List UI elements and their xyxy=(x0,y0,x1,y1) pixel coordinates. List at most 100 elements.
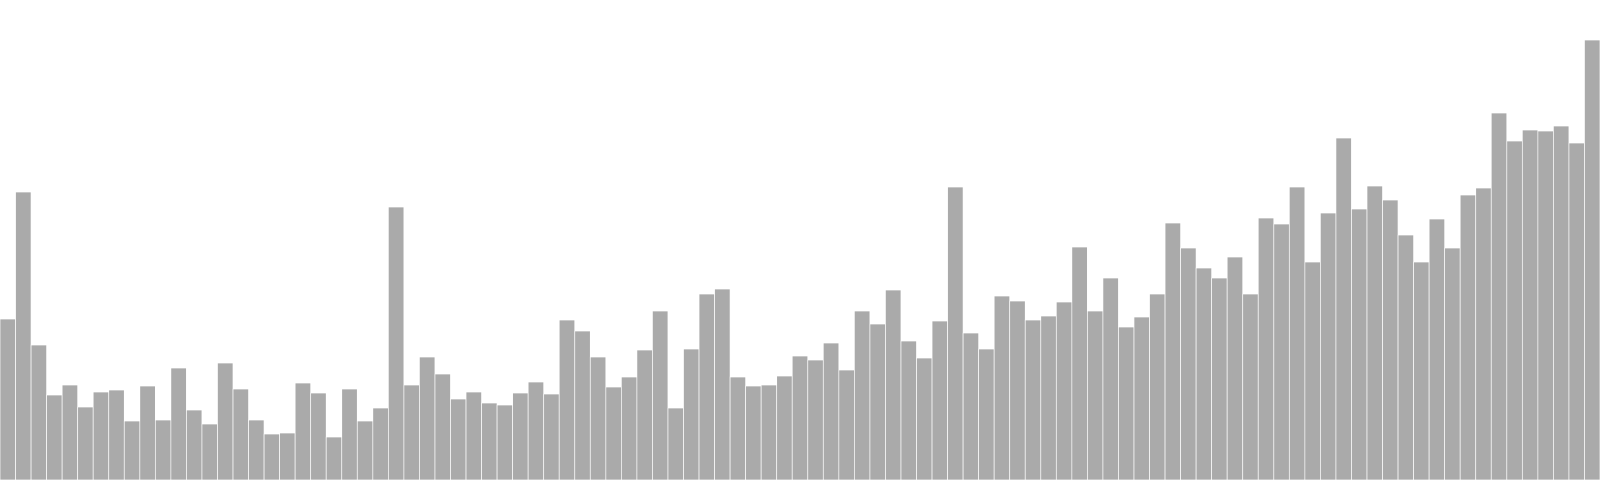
bar-12 xyxy=(170,367,187,480)
bar-96 xyxy=(1475,187,1492,480)
bar-46 xyxy=(698,293,715,480)
bar-34 xyxy=(512,392,529,480)
bar-59 xyxy=(900,340,917,480)
bar-20 xyxy=(294,382,312,480)
bar-28 xyxy=(419,356,436,480)
bar-103 xyxy=(1584,39,1600,480)
bar-7 xyxy=(92,391,110,480)
bars-group xyxy=(0,39,1600,480)
bar-88 xyxy=(1351,208,1368,480)
bar-3 xyxy=(30,344,47,480)
bar-35 xyxy=(527,381,545,480)
bar-98 xyxy=(1506,140,1523,480)
bar-55 xyxy=(838,369,855,480)
bar-48 xyxy=(729,376,746,480)
bar-39 xyxy=(589,356,607,480)
bar-37 xyxy=(558,319,576,480)
bar-91 xyxy=(1397,234,1414,480)
bar-81 xyxy=(1242,293,1259,480)
bar-75 xyxy=(1149,293,1166,480)
bar-67 xyxy=(1024,319,1042,480)
bar-61 xyxy=(931,320,948,480)
bar-86 xyxy=(1320,212,1337,480)
bar-15 xyxy=(217,362,234,480)
bar-27 xyxy=(403,384,420,480)
bar-100 xyxy=(1537,130,1554,480)
bar-101 xyxy=(1553,125,1570,480)
bar-77 xyxy=(1180,247,1197,480)
bar-62 xyxy=(947,186,964,480)
bar-11 xyxy=(154,419,172,480)
bar-10 xyxy=(139,385,156,480)
bar-54 xyxy=(822,342,840,480)
bar-70 xyxy=(1071,246,1088,480)
bar-66 xyxy=(1009,300,1026,480)
bar-26 xyxy=(388,206,405,480)
bar-14 xyxy=(201,423,218,480)
bar-87 xyxy=(1335,137,1352,480)
bar-22 xyxy=(325,436,343,480)
bar-9 xyxy=(123,420,141,480)
bar-68 xyxy=(1040,315,1057,480)
bar-102 xyxy=(1568,142,1585,480)
bar-74 xyxy=(1133,316,1150,480)
bar-30 xyxy=(450,398,467,480)
bar-84 xyxy=(1288,186,1306,480)
bar-64 xyxy=(978,348,995,480)
bar-21 xyxy=(310,392,327,480)
bar-92 xyxy=(1413,261,1430,480)
bar-5 xyxy=(61,384,79,480)
bar-36 xyxy=(543,393,560,480)
bar-47 xyxy=(714,288,731,480)
bar-73 xyxy=(1118,326,1135,480)
bar-95 xyxy=(1459,194,1477,480)
bar-33 xyxy=(496,404,513,480)
bar-83 xyxy=(1273,223,1290,480)
bar-50 xyxy=(760,384,778,480)
bar-97 xyxy=(1490,112,1508,480)
bar-63 xyxy=(962,332,979,480)
bar-42 xyxy=(636,349,653,480)
bar-8 xyxy=(108,389,125,480)
bar-43 xyxy=(652,310,669,480)
bar-71 xyxy=(1087,310,1104,480)
bar-85 xyxy=(1304,261,1321,480)
bar-25 xyxy=(372,407,389,480)
bar-56 xyxy=(854,310,871,480)
bar-53 xyxy=(807,359,824,480)
bar-32 xyxy=(481,402,498,480)
bar-13 xyxy=(186,409,203,480)
bar-65 xyxy=(993,295,1011,480)
bar-2 xyxy=(15,191,32,480)
bar-60 xyxy=(916,357,933,480)
bar-6 xyxy=(77,406,94,480)
bar-38 xyxy=(574,330,591,480)
bar-51 xyxy=(776,375,793,480)
bar-80 xyxy=(1226,256,1244,480)
bar-1 xyxy=(0,318,16,480)
bar-76 xyxy=(1164,222,1181,480)
bar-69 xyxy=(1055,301,1073,480)
bar-44 xyxy=(667,407,684,480)
bar-89 xyxy=(1366,185,1383,480)
bar-90 xyxy=(1382,199,1399,480)
bar-18 xyxy=(263,433,280,480)
bar-49 xyxy=(745,385,762,480)
bar-52 xyxy=(791,355,809,480)
bar-79 xyxy=(1211,277,1228,480)
bar-16 xyxy=(232,388,249,480)
bar-23 xyxy=(341,388,358,480)
bar-40 xyxy=(605,386,622,480)
bar-58 xyxy=(885,289,902,480)
bar-19 xyxy=(279,432,296,480)
bar-82 xyxy=(1257,217,1275,480)
bar-17 xyxy=(248,419,265,480)
bar-45 xyxy=(683,348,700,480)
bar-31 xyxy=(465,391,482,480)
bar-93 xyxy=(1428,218,1446,480)
bar-94 xyxy=(1444,247,1461,480)
bar-99 xyxy=(1521,129,1539,480)
bar-41 xyxy=(621,376,638,480)
bar-72 xyxy=(1102,277,1119,480)
